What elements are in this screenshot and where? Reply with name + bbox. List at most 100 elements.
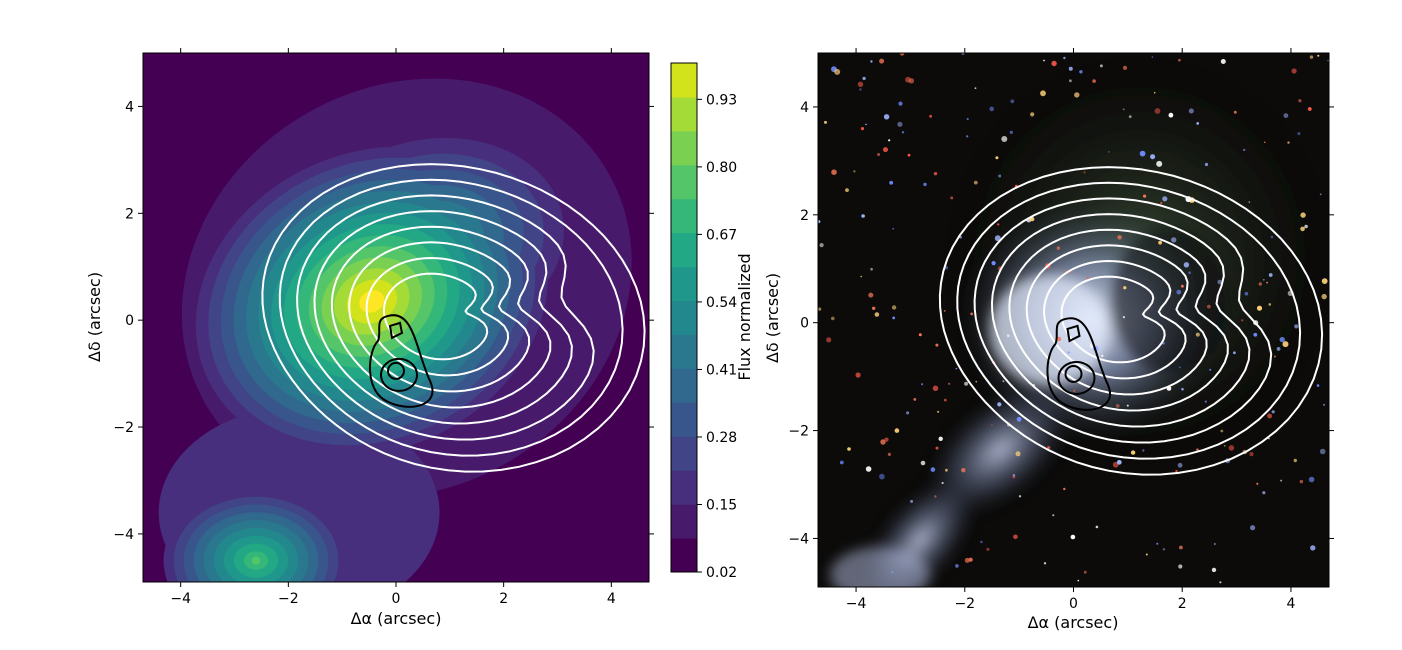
star bbox=[1262, 491, 1266, 495]
colorbar-bands bbox=[671, 63, 697, 573]
black-contour bbox=[388, 321, 404, 340]
star bbox=[1122, 316, 1125, 319]
star bbox=[1316, 384, 1320, 387]
x-tick-label: −2 bbox=[954, 596, 975, 612]
star bbox=[1188, 108, 1194, 114]
star bbox=[865, 466, 872, 472]
star bbox=[1122, 108, 1125, 111]
x-tick-label: −2 bbox=[278, 591, 299, 607]
star bbox=[1209, 368, 1212, 371]
x-tick-label: 2 bbox=[499, 591, 508, 607]
star bbox=[1068, 66, 1073, 71]
star bbox=[1030, 112, 1035, 117]
star bbox=[1143, 194, 1147, 198]
star bbox=[1258, 282, 1263, 286]
star bbox=[1156, 160, 1163, 167]
star bbox=[1010, 99, 1015, 104]
star bbox=[1040, 90, 1046, 97]
star bbox=[907, 153, 911, 157]
star bbox=[824, 120, 827, 124]
star bbox=[1123, 286, 1127, 290]
star bbox=[920, 460, 926, 466]
star bbox=[937, 410, 940, 413]
star bbox=[1160, 201, 1163, 205]
white-contour bbox=[1008, 228, 1229, 412]
star bbox=[964, 557, 970, 563]
star bbox=[891, 571, 894, 574]
star bbox=[1206, 304, 1211, 309]
star bbox=[1063, 487, 1066, 491]
star bbox=[831, 316, 835, 321]
star bbox=[834, 68, 841, 75]
star bbox=[975, 380, 978, 383]
star bbox=[855, 372, 861, 378]
star bbox=[1280, 479, 1283, 482]
star bbox=[955, 367, 958, 370]
colorbar-band bbox=[671, 266, 697, 302]
star bbox=[1156, 542, 1159, 545]
star bbox=[1204, 400, 1207, 403]
star bbox=[870, 60, 873, 63]
star bbox=[891, 305, 897, 310]
star bbox=[933, 172, 938, 176]
left-x-axis-label: Δα (arcsec) bbox=[351, 609, 442, 628]
star bbox=[1101, 354, 1104, 357]
y-tick-label: −4 bbox=[113, 527, 134, 543]
white-contour bbox=[313, 210, 573, 425]
star bbox=[1012, 475, 1016, 479]
star bbox=[1319, 448, 1326, 455]
star bbox=[980, 540, 983, 544]
star bbox=[995, 156, 999, 160]
star bbox=[932, 385, 939, 392]
star bbox=[1154, 108, 1161, 114]
star bbox=[1211, 567, 1217, 573]
star bbox=[862, 76, 866, 81]
star bbox=[887, 452, 892, 456]
star bbox=[941, 481, 944, 485]
star bbox=[1282, 341, 1289, 348]
star bbox=[861, 214, 865, 218]
star bbox=[860, 275, 862, 278]
colorbar-tick-label: 0.41 bbox=[706, 362, 737, 378]
colorbar-band bbox=[671, 538, 697, 573]
star bbox=[1070, 534, 1076, 540]
star bbox=[1158, 240, 1162, 245]
star bbox=[934, 495, 937, 498]
star bbox=[1043, 59, 1045, 62]
star bbox=[1188, 271, 1191, 275]
star bbox=[1183, 262, 1190, 268]
star bbox=[1266, 281, 1268, 284]
colorbar-band bbox=[671, 96, 697, 132]
colorbar: 0.02 0.15 0.28 0.41 0.54 0.67 0.80 0.93 Flux no… bbox=[670, 62, 754, 581]
star bbox=[1279, 336, 1285, 343]
colorbar-band bbox=[671, 198, 697, 234]
white-contour bbox=[973, 197, 1273, 444]
star bbox=[1323, 403, 1326, 406]
star bbox=[1052, 514, 1055, 517]
star bbox=[966, 135, 969, 138]
star bbox=[1195, 332, 1200, 337]
star bbox=[839, 460, 844, 465]
star bbox=[1273, 355, 1276, 358]
colorbar-band bbox=[671, 436, 697, 471]
star bbox=[935, 343, 939, 347]
x-tick-label: 4 bbox=[1286, 596, 1295, 612]
white-contour bbox=[938, 166, 1324, 476]
colorbar-tick-label: 0.02 bbox=[706, 565, 737, 581]
white-contour bbox=[330, 225, 552, 409]
star bbox=[883, 114, 890, 120]
star bbox=[899, 53, 905, 56]
star bbox=[831, 169, 837, 175]
colorbar-band bbox=[671, 232, 697, 268]
star bbox=[1250, 525, 1256, 531]
star bbox=[944, 398, 947, 402]
x-tick-label: 2 bbox=[1178, 596, 1187, 612]
star bbox=[1256, 482, 1259, 485]
star bbox=[1287, 141, 1290, 144]
star bbox=[1051, 60, 1057, 67]
star bbox=[966, 117, 969, 121]
star bbox=[1162, 196, 1168, 202]
star bbox=[1176, 289, 1182, 295]
star bbox=[1319, 193, 1322, 196]
